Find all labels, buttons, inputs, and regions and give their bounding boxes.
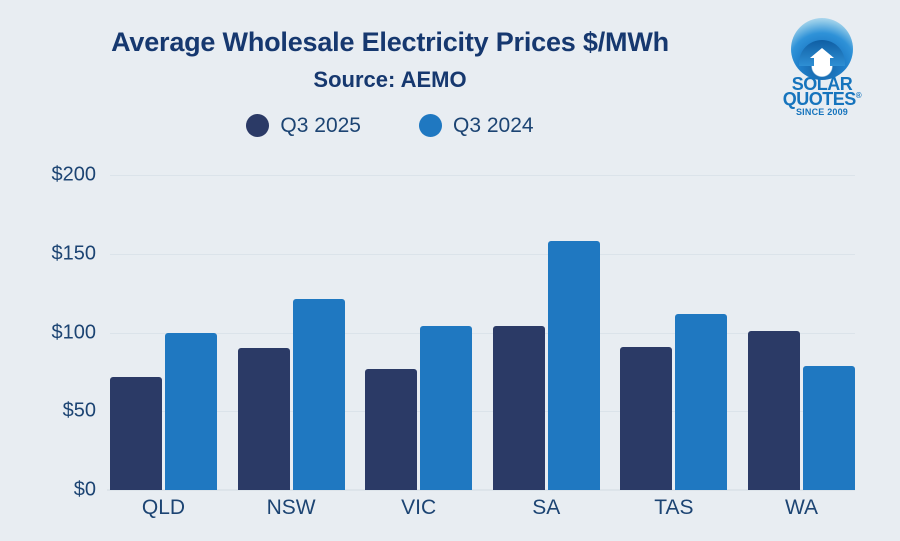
bar[interactable] [292, 299, 345, 490]
registered-mark: ® [855, 91, 862, 100]
gridline [110, 332, 855, 334]
sun-dome-icon [791, 18, 853, 80]
bar[interactable] [747, 330, 800, 490]
legend-label: Q3 2024 [453, 114, 534, 137]
bar[interactable] [802, 365, 855, 490]
bar-groups [110, 175, 855, 490]
chart-subtitle: Source: AEMO [313, 67, 467, 92]
x-axis-tick-label: QLD [141, 496, 186, 519]
y-axis-tick-label: $200 [51, 163, 97, 186]
bar-group [237, 175, 345, 490]
legend-label: Q3 2025 [280, 114, 361, 137]
bar[interactable] [165, 332, 217, 490]
x-axis-labels: QLD NSW VIC SA TAS WA [110, 496, 855, 520]
gridline [110, 253, 855, 255]
bar-group [747, 175, 855, 490]
bar[interactable] [492, 326, 545, 490]
legend-swatch-icon [246, 114, 270, 137]
y-axis-tick-label: $50 [62, 399, 96, 422]
x-axis-tick-label: NSW [266, 496, 316, 519]
bar[interactable] [237, 348, 290, 490]
bar[interactable] [365, 368, 418, 490]
bar-group [620, 175, 728, 490]
bar-group [365, 175, 473, 490]
legend-item-q3-2025[interactable]: Q3 2025 [246, 114, 361, 137]
y-axis-tick-label: $100 [51, 321, 97, 343]
logo-word-solar: SOLAR [791, 74, 853, 94]
plot-area: $200 $150 $100 $50 $0 [52, 164, 855, 501]
chart-legend: Q3 2025 Q3 2024 [0, 114, 780, 137]
bar[interactable] [675, 313, 728, 490]
logo-word-quotes: QUOTES® [779, 89, 865, 110]
bar[interactable] [420, 326, 473, 490]
gridline [110, 411, 855, 413]
legend-item-q3-2024[interactable]: Q3 2024 [419, 114, 534, 137]
y-axis-tick-label: $150 [51, 242, 97, 265]
logo-tagline: SINCE 2009 [795, 107, 849, 117]
solarquotes-logo: SOLAR QUOTES® SINCE 2009 [779, 18, 865, 117]
house-icon [810, 48, 834, 68]
x-axis-tick-label: WA [784, 496, 818, 519]
bar[interactable] [547, 241, 600, 490]
y-axis-tick-label: $0 [73, 478, 96, 501]
chart-title: Average Wholesale Electricity Prices $/M… [111, 27, 669, 57]
gridline [110, 175, 855, 176]
logo-word-quotes-text: QUOTES [782, 89, 857, 109]
bar-group [110, 175, 217, 490]
legend-swatch-icon [419, 114, 442, 137]
bar-group [492, 175, 600, 490]
x-axis-tick-label: VIC [401, 496, 437, 519]
bar[interactable] [110, 376, 162, 490]
x-axis-tick-label: SA [532, 496, 561, 519]
bar[interactable] [620, 346, 673, 490]
x-axis-line [107, 489, 855, 491]
x-axis-tick-label: TAS [654, 496, 694, 519]
